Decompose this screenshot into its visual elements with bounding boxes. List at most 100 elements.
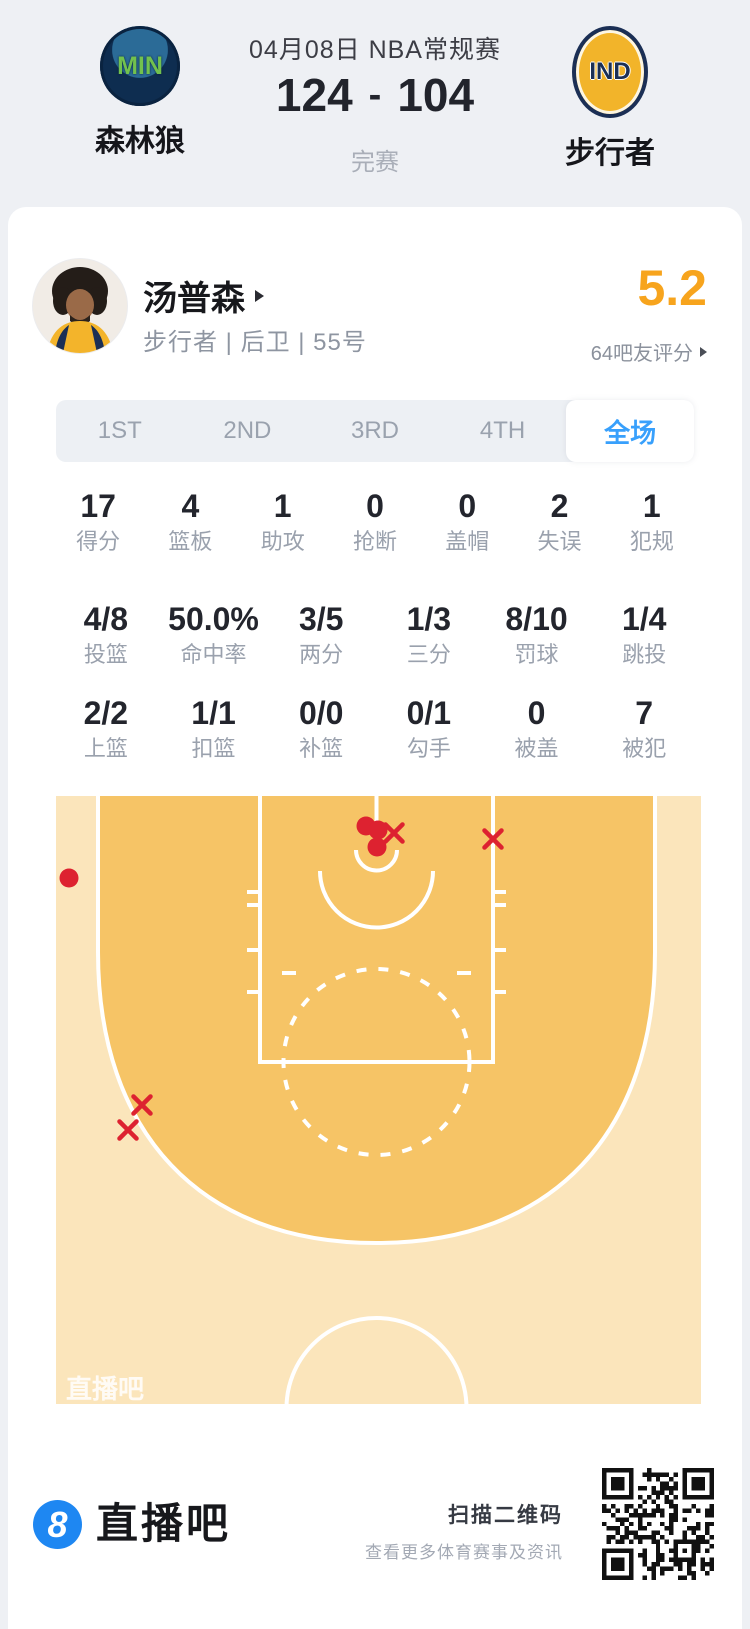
scoreboard-header: 04月08日 NBA常规赛 124 - 104 完赛 MIN 森林狼 IND 步… [0,0,750,207]
match-score: 124 - 104 [0,68,750,122]
stat-value: 1 [273,488,292,524]
shot-markers [59,816,504,1141]
free-throw-circle [281,967,472,1157]
three-point-area [96,792,657,1246]
stat-label: 篮板 [168,529,213,554]
court-border [52,792,705,1408]
stat-value: 8/10 [505,601,568,637]
stat-col: 3/5 两分 [267,602,375,667]
stat-col: 4 篮板 [144,489,236,554]
away-logo-abbr: IND [589,58,631,85]
stat-value: 0 [527,695,546,731]
lane-hash-marks [247,890,506,994]
rating-votes-link[interactable]: 64吧友评分 [591,337,707,366]
stat-value: 1 [642,488,661,524]
stat-label: 被犯 [622,736,667,761]
player-stats-card: 汤普森 步行者 | 后卫 | 55号 5.2 64吧友评分 1ST 2ND 3RD 4… [8,207,742,1629]
caret-right-icon [255,289,264,302]
tab-2ND[interactable]: 2ND [223,417,272,444]
player-name-row[interactable]: 汤普森 [143,271,264,320]
paint-key [258,792,495,1064]
stat-col: 4/8 投篮 [52,602,160,667]
player-avatar [32,258,128,354]
stat-col: 1 助攻 [237,489,329,554]
shot-missed-marker [131,1094,153,1116]
shot-missed-marker [383,822,405,844]
pacers-logo-icon: IND [572,26,648,118]
zhibo8-logo-glyph: 8 [47,1503,68,1545]
stat-col: 0 抢断 [329,489,421,554]
stat-col: 1/4 跳投 [590,602,698,667]
qr-title: 扫描二维码 [448,1504,563,1527]
stat-col: 1/1 扣篮 [160,696,268,761]
caret-right-icon [700,346,707,357]
stat-value: 17 [80,488,116,524]
match-date: 04月08日 NBA常规赛 [249,36,501,64]
home-logo-abbr: MIN [117,51,163,80]
home-score: 124 [275,69,353,121]
stat-value: 1/4 [621,601,667,637]
stat-value: 50.0% [168,601,259,637]
home-team-name: 森林狼 [95,125,185,158]
stat-value: 4/8 [83,601,129,637]
match-status: 完赛 [351,149,399,176]
stat-label: 盖帽 [445,529,490,554]
center-circle [284,1316,469,1408]
stat-col: 7 被犯 [590,696,698,761]
stat-col: 2/2 上篮 [52,696,160,761]
footer-brand: 直播吧 [96,1500,232,1547]
stat-label: 补篮 [299,736,344,761]
tab-3RD[interactable]: 3RD [350,417,399,444]
player-name: 汤普森 [143,280,245,318]
player-info: 步行者 | 后卫 | 55号 [143,329,367,356]
shot-chart-court: 直播吧 [52,792,705,1408]
stat-col: 8/10 罚球 [483,602,591,667]
stat-label: 犯规 [629,529,674,554]
stat-value: 0/1 [406,695,452,731]
stat-label: 三分 [406,642,451,667]
away-team[interactable]: IND 步行者 [530,26,690,172]
stat-col: 0 被盖 [483,696,591,761]
stat-value: 2/2 [83,695,129,731]
rating-votes-label: 64吧友评分 [590,343,693,365]
tab-全场[interactable]: 全场 [566,400,694,462]
rim-arc [354,849,399,873]
zhibo8-logo-icon: 8 [33,1500,82,1549]
shot-missed-marker [117,1119,139,1141]
stat-label: 罚球 [514,642,559,667]
stat-label: 上篮 [83,736,128,761]
restricted-area-arc [318,870,435,930]
stat-label: 得分 [76,529,121,554]
stat-col: 17 得分 [52,489,144,554]
stat-value: 0 [458,488,477,524]
stat-col: 1 犯规 [606,489,698,554]
stat-col: 0/1 勾手 [375,696,483,761]
tab-1ST[interactable]: 1ST [97,417,142,444]
stat-value: 1/3 [406,601,452,637]
stat-row-detail: 2/2 上篮 1/1 扣篮 0/0 补篮 0/1 勾手 0 被盖 7 被犯 [52,696,698,761]
player-rating: 5.2 [637,260,707,316]
player-avatar-image [33,259,127,353]
stat-col: 0 盖帽 [421,489,513,554]
stat-label: 命中率 [180,642,247,667]
stat-col: 0/0 补篮 [267,696,375,761]
stat-label: 投篮 [83,642,128,667]
home-team[interactable]: MIN 森林狼 [60,26,220,160]
footer-qr-text: 扫描二维码 查看更多体育赛事及资讯 [365,1499,563,1563]
stat-label: 抢断 [352,529,397,554]
tab-4TH[interactable]: 4TH [479,417,526,444]
stat-value: 2 [550,488,569,524]
stat-value: 1/1 [191,695,236,731]
stat-row-shooting: 4/8 投篮 50.0% 命中率 3/5 两分 1/3 三分 8/10 罚球 1/4 跳投 [52,602,698,667]
stat-label: 被盖 [514,736,559,761]
away-team-name: 步行者 [565,137,655,170]
shot-made-marker [368,820,388,840]
away-score: 104 [397,69,475,121]
stat-col: 1/3 三分 [375,602,483,667]
stat-value: 7 [635,695,654,731]
score-divider: - [368,73,382,116]
quarter-tabs: 1ST 2ND 3RD 4TH 全场 [56,400,694,462]
stat-label: 失误 [537,529,582,554]
stat-label: 两分 [299,642,344,667]
stat-label: 跳投 [622,642,667,667]
